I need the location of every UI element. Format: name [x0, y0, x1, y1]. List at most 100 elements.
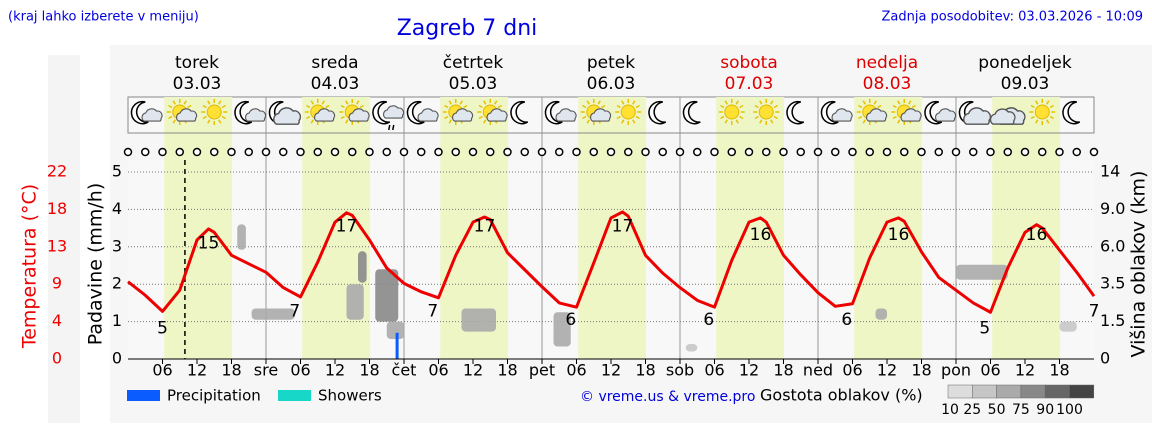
moon — [234, 100, 253, 125]
sun-ray — [873, 100, 877, 105]
temp-label: 17 — [474, 217, 496, 237]
wind-calm — [1038, 147, 1047, 157]
sun-ray — [187, 104, 192, 109]
weather-icon — [1062, 100, 1081, 125]
cloud — [314, 108, 336, 122]
sun-disc — [758, 104, 774, 120]
sun-ray — [621, 119, 625, 124]
weather-icon — [268, 100, 302, 125]
wind-calm — [348, 147, 357, 157]
sun-ray — [582, 104, 587, 109]
moon — [648, 100, 667, 125]
x-tick-label: 12 — [1015, 361, 1035, 380]
temp-label: 7 — [289, 302, 300, 322]
wind-calm — [969, 147, 978, 157]
temp-label: 16 — [750, 225, 772, 245]
density-swatch — [972, 384, 997, 399]
wind-calm — [1072, 147, 1081, 157]
sun-ray — [478, 104, 483, 109]
weather-icon — [615, 99, 642, 125]
density-label: 100 — [1056, 402, 1083, 418]
temp-label: 16 — [1026, 225, 1048, 245]
y-tick-label: 0 — [112, 349, 122, 368]
sun-ray — [724, 119, 728, 124]
sun-ray — [1049, 104, 1054, 109]
day-date: 06.03 — [587, 74, 636, 94]
temp-tick-label: 22 — [47, 162, 67, 181]
wind-calm — [158, 147, 167, 157]
daylight — [716, 97, 785, 359]
sun-ray — [582, 115, 587, 120]
cloud-tick-label: 6.0 — [1100, 236, 1125, 255]
sun-ray — [897, 100, 901, 105]
density-swatch — [1044, 384, 1070, 399]
cloud — [417, 108, 439, 122]
density-label: 25 — [963, 402, 981, 418]
wind-calm — [261, 147, 271, 157]
day-name: sreda — [311, 53, 358, 73]
sun-ray — [221, 115, 226, 120]
x-tick-label: 18 — [773, 361, 793, 380]
sun-ray — [444, 115, 449, 120]
cloud — [831, 108, 853, 122]
weather-icon — [372, 100, 405, 131]
sun-ray — [862, 100, 866, 105]
wind-calm — [693, 147, 702, 157]
menu-note: (kraj lahko izberete v meniju) — [8, 10, 199, 25]
weather-icon — [924, 100, 957, 125]
weather-icon — [130, 100, 163, 125]
sun-ray — [635, 115, 640, 120]
sun-ray — [897, 119, 901, 124]
wind-calm — [434, 147, 443, 157]
x-tick-label: pon — [941, 361, 971, 380]
sun-ray — [621, 100, 625, 105]
updated: Zadnja posodobitev: 03.03.2026 - 10:09 — [881, 10, 1143, 25]
sun-ray — [892, 104, 897, 109]
temp-tick-label: 0 — [52, 349, 62, 368]
wind-calm — [675, 147, 685, 157]
sun-ray — [168, 115, 173, 120]
x-tick-label: 12 — [187, 361, 207, 380]
wind-calm — [330, 147, 340, 157]
wind-calm — [382, 147, 391, 157]
x-tick-label: 18 — [221, 361, 241, 380]
sun-disc — [724, 104, 740, 120]
temp-axis-label: Temperatura (°C) — [19, 184, 41, 349]
x-tick-label: 12 — [739, 361, 759, 380]
wind-calm — [399, 147, 409, 157]
sun-ray — [632, 119, 636, 124]
cloud-blob — [1059, 321, 1077, 332]
temp-label: 7 — [427, 302, 438, 322]
left-strip — [48, 55, 80, 423]
temp-tick-label: 13 — [47, 236, 67, 255]
day-name: nedelja — [856, 53, 918, 73]
wind-calm — [227, 147, 236, 157]
wind-calm — [796, 147, 805, 157]
cloud-blob — [956, 264, 1008, 280]
cloud — [348, 108, 370, 122]
x-tick-label: 18 — [635, 361, 655, 380]
cloud-blob — [386, 321, 404, 340]
temp-label: 7 — [1089, 302, 1100, 322]
x-tick-label: 18 — [497, 361, 517, 380]
cloud-blob — [251, 308, 295, 320]
sun-ray — [770, 119, 774, 124]
day-name: ponedeljek — [978, 53, 1072, 73]
temp-label: 16 — [888, 225, 910, 245]
wind-calm — [279, 147, 288, 157]
rain — [388, 124, 395, 131]
sun-ray — [597, 100, 601, 105]
sun-ray — [497, 104, 502, 109]
wind-calm — [365, 147, 374, 157]
sun-ray — [459, 100, 463, 105]
x-tick-label: 06 — [980, 361, 1000, 380]
cloud — [935, 108, 957, 122]
wind-calm — [710, 147, 719, 157]
weather-icon — [891, 99, 922, 125]
sun-ray — [221, 104, 226, 109]
cloud — [176, 108, 198, 122]
wind-calm — [1089, 147, 1099, 157]
sun-ray — [735, 119, 739, 124]
density-swatch — [947, 384, 973, 399]
sun-ray — [735, 100, 739, 105]
